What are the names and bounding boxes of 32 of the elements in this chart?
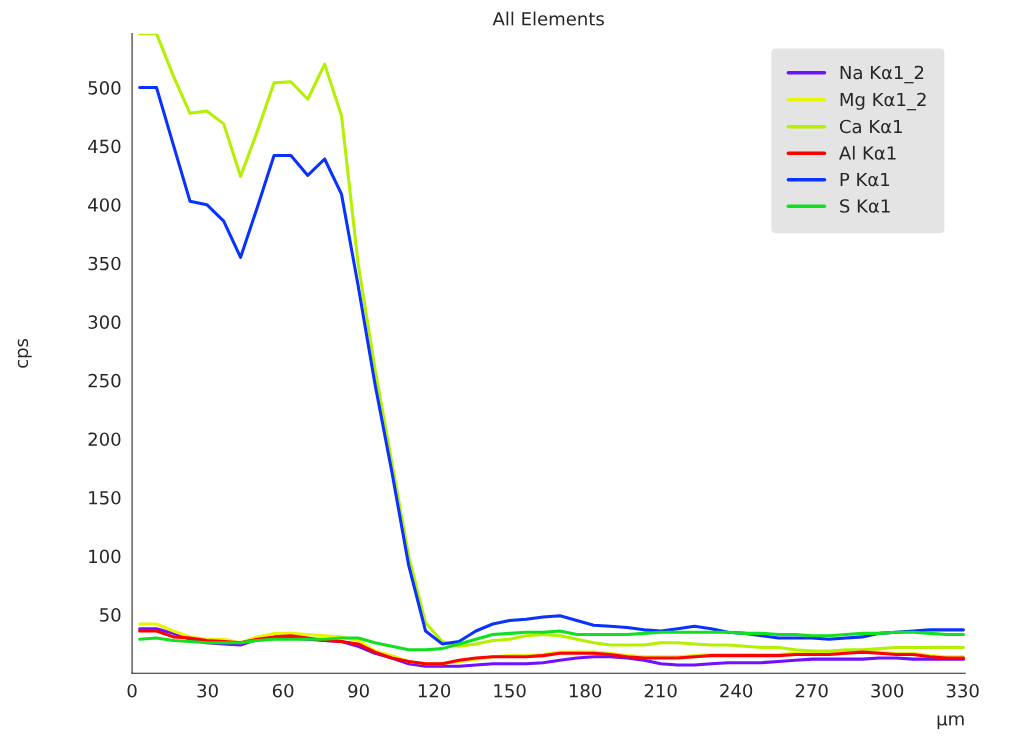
x-tick-label: 330 <box>946 683 979 698</box>
legend-label: Al Kα1 <box>839 145 896 160</box>
legend-label: P Kα1 <box>840 172 890 187</box>
x-tick-label: 300 <box>871 683 904 698</box>
x-tick-label: 210 <box>644 683 677 698</box>
y-tick-label: 300 <box>88 315 121 329</box>
x-tick-label: 120 <box>418 683 451 698</box>
y-tick-label: 500 <box>88 81 121 95</box>
legend-label: Ca Kα1 <box>839 119 902 134</box>
x-tick-label: 0 <box>127 683 137 698</box>
legend-label: S Kα1 <box>840 199 890 213</box>
y-tick-label: 250 <box>88 373 121 388</box>
y-tick-label: 50 <box>100 608 121 622</box>
x-tick-label: 60 <box>272 683 294 698</box>
x-tick-label: 270 <box>795 683 828 698</box>
y-tick-label: 150 <box>89 490 121 505</box>
x-tick-label: 30 <box>197 683 218 698</box>
x-axis-title: µm <box>937 715 964 730</box>
legend-label: Mg Kα1_2 <box>840 92 926 111</box>
y-tick-label: 400 <box>88 198 121 212</box>
y-tick-label: 200 <box>88 432 121 447</box>
x-tick-label: 90 <box>348 683 369 698</box>
y-tick-label: 100 <box>89 549 121 564</box>
x-tick-label: 150 <box>494 683 526 698</box>
x-tick-label: 240 <box>720 683 753 698</box>
line-series <box>138 629 965 652</box>
y-axis-title: cps <box>17 338 32 368</box>
y-tick-label: 350 <box>88 256 121 271</box>
legend-label: Na Kα1_2 <box>840 65 924 84</box>
chart-title: All Elements <box>492 11 604 26</box>
x-tick-label: 180 <box>569 683 602 698</box>
y-tick-label: 450 <box>88 139 121 154</box>
